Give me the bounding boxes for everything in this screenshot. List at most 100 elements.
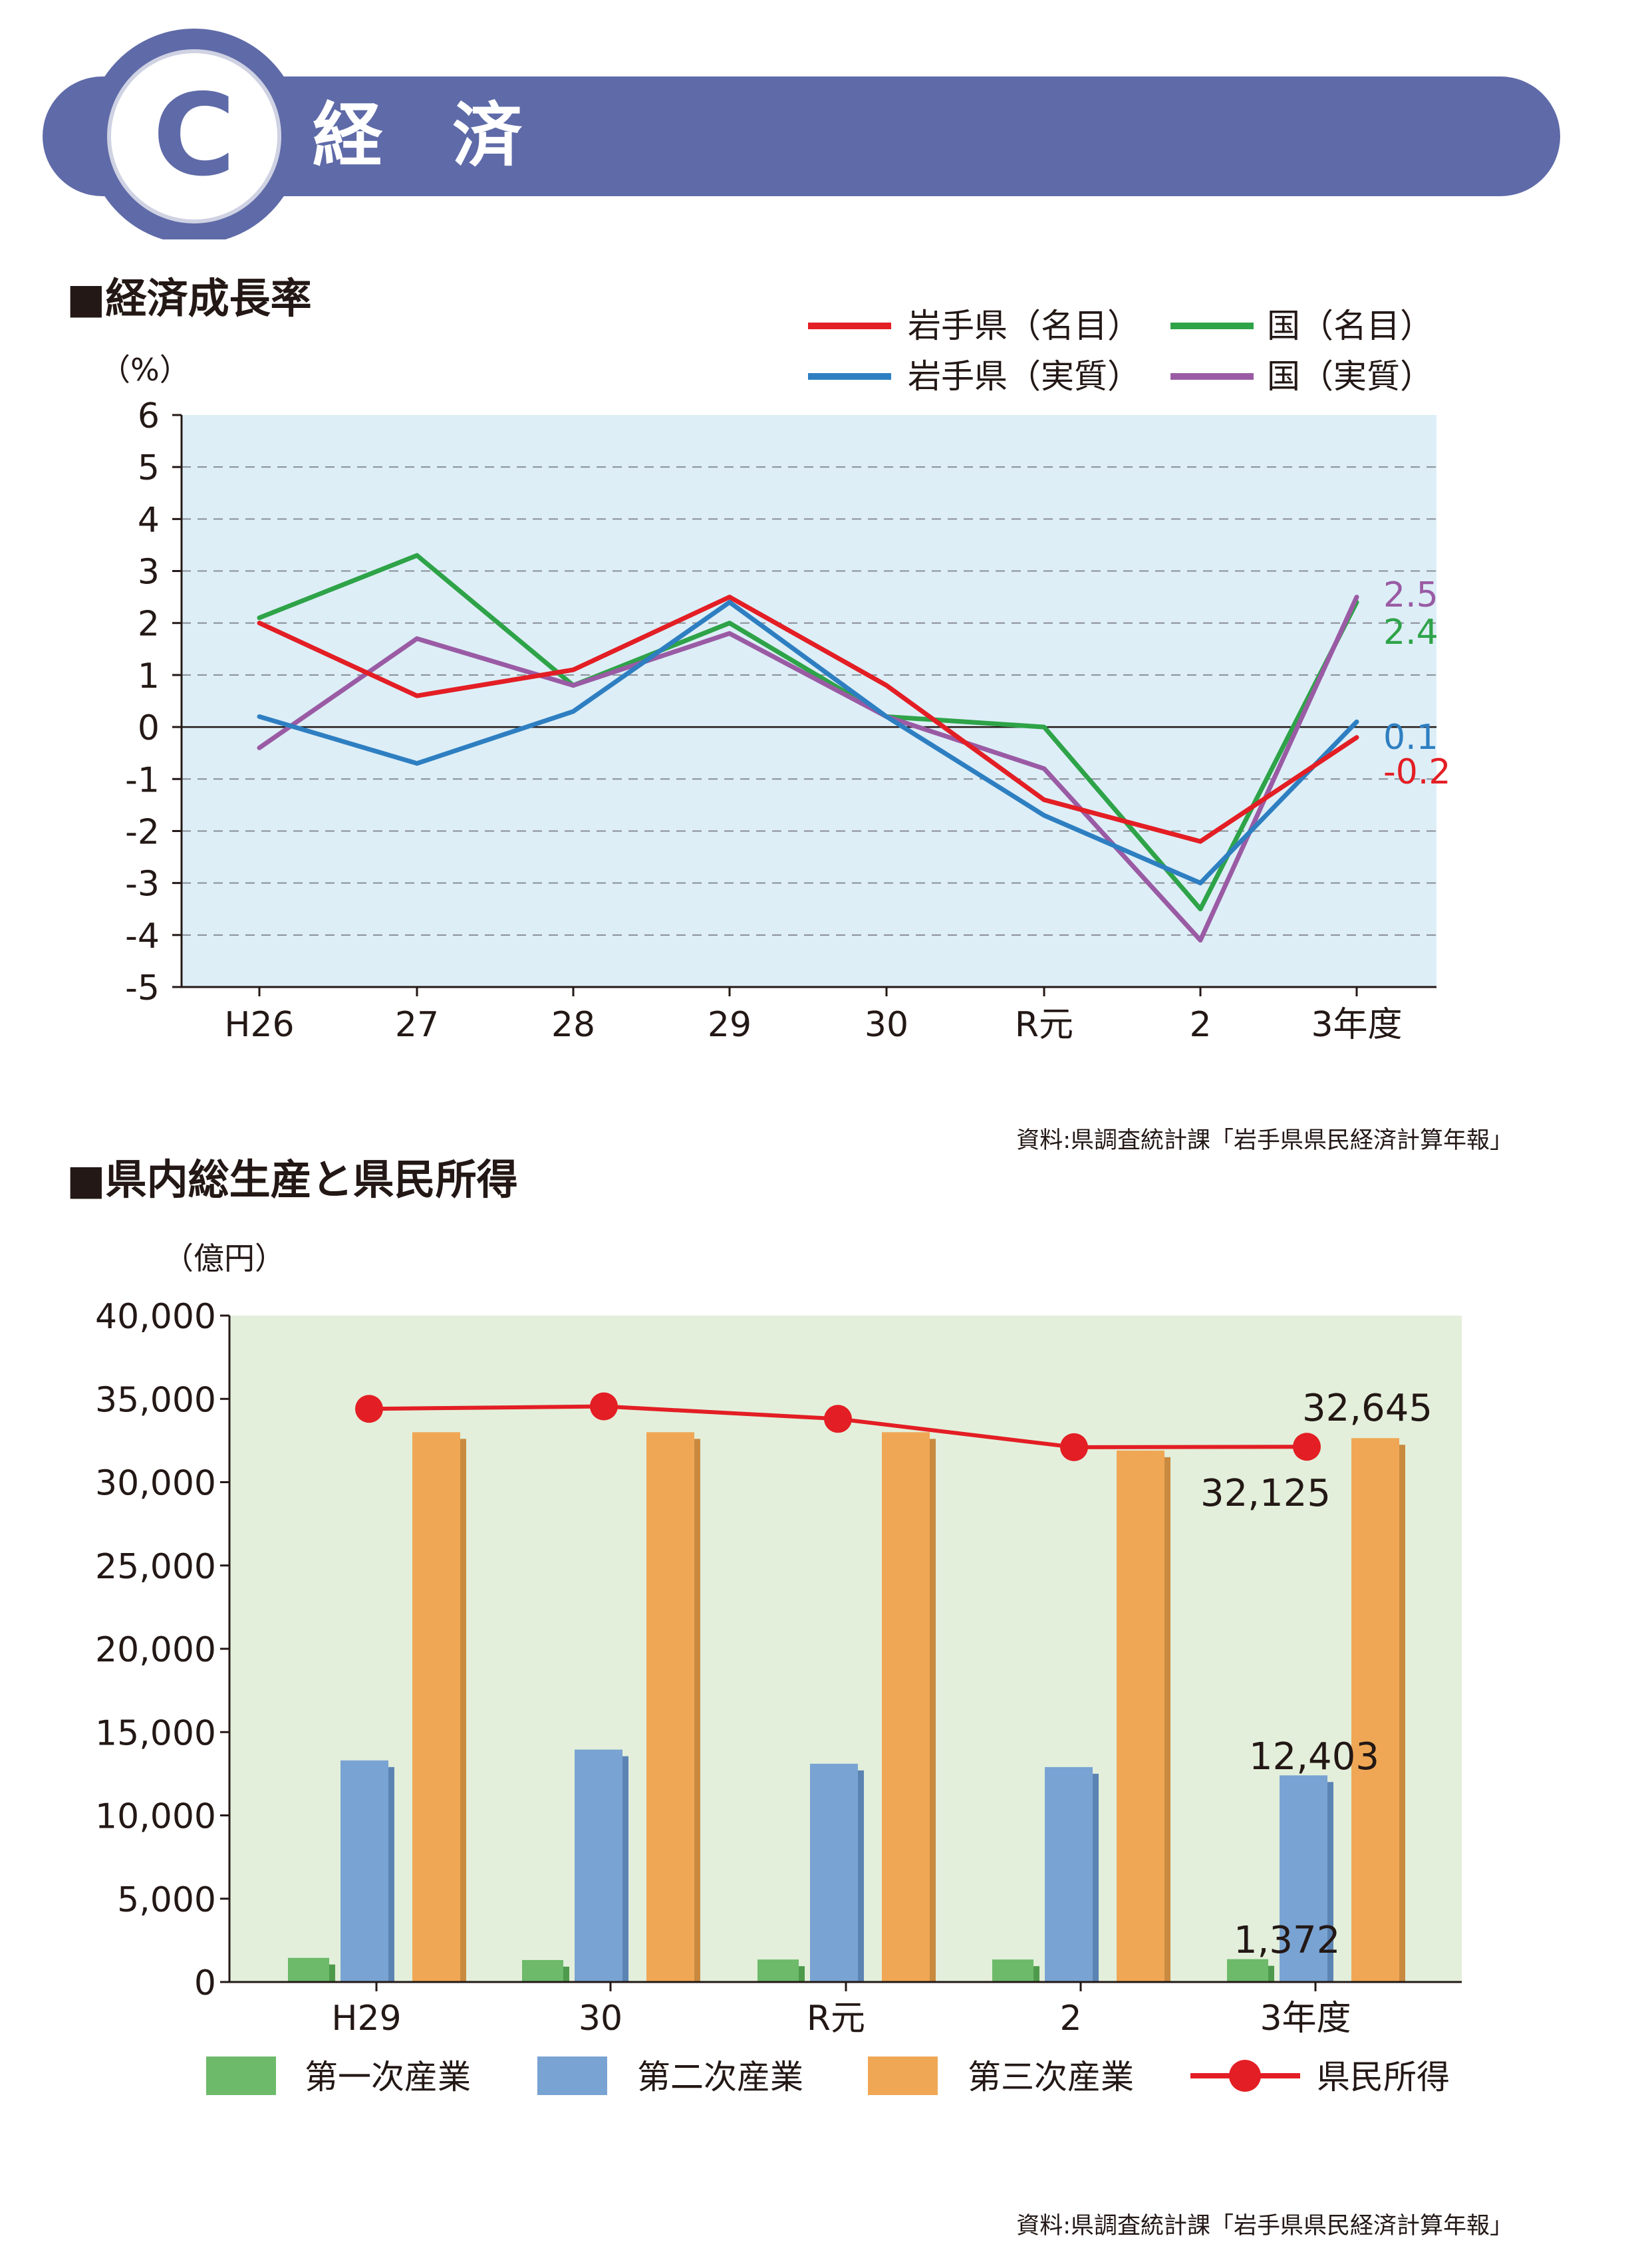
- income-marker: [355, 1395, 383, 1423]
- bar: [1117, 1450, 1164, 1982]
- bar: [1351, 1438, 1399, 1982]
- x-tick-label: 3年度: [1260, 1999, 1351, 2039]
- legend-label: 第三次産業: [968, 2058, 1134, 2096]
- chart-title: ■経済成長率: [67, 274, 312, 323]
- y-tick-label: 0: [194, 1963, 216, 2003]
- y-tick-label: 10,000: [95, 1797, 216, 1837]
- bar: [1045, 1767, 1093, 1982]
- y-tick-label: 25,000: [95, 1547, 216, 1587]
- income-line: [355, 1392, 1321, 1461]
- y-axis-unit: （%）: [100, 352, 190, 388]
- end-value-label: 2.4: [1383, 613, 1438, 652]
- bar: [992, 1959, 1033, 1982]
- header-banner: C 経 済: [43, 29, 1560, 239]
- x-tick-label: 3年度: [1311, 1005, 1402, 1045]
- y-axis-unit: （億円）: [163, 1240, 285, 1276]
- y-axis-tick-labels: 40,000 35,000 30,000 25,000 20,000 15,000 10,0…: [95, 1297, 231, 2003]
- y-tick-label: 5,000: [117, 1880, 216, 1920]
- legend-item: 第二次産業: [537, 2056, 803, 2096]
- series-line: [257, 553, 1359, 912]
- y-tick-label: -4: [125, 917, 160, 956]
- legend-label: 岩手県（実質）: [908, 357, 1141, 396]
- bar: [882, 1432, 930, 1982]
- x-tick-label: H26: [224, 1005, 294, 1045]
- y-tick-label: 2: [138, 605, 160, 644]
- badge-letter: C: [153, 70, 236, 202]
- value-annotations: 1,372 12,403 32,645 32,125: [1200, 1387, 1433, 1962]
- bar: [757, 1959, 799, 1982]
- end-value-label: 0.1: [1383, 718, 1438, 758]
- y-tick-label: -5: [125, 968, 160, 1008]
- legend-item: 国（名目）: [1170, 307, 1433, 345]
- gdp-income-chart: ■県内総生産と県民所得 （億円） 40,00035,00030,00025,00…: [67, 1155, 1513, 2239]
- legend-swatch: [537, 2056, 607, 2095]
- bar: [646, 1432, 694, 1982]
- y-tick-label: 4: [138, 500, 160, 540]
- x-tick-label: 2: [1059, 1999, 1081, 2039]
- bar: [522, 1959, 563, 1982]
- income-marker: [1060, 1433, 1088, 1461]
- value-annotation: 1,372: [1234, 1919, 1340, 1962]
- bar: [1227, 1959, 1268, 1982]
- source-note: 資料:県調査統計課「岩手県県民経済計算年報」: [1016, 1127, 1513, 1154]
- end-value-labels: -0.2 2.4 0.1 2.5: [1383, 575, 1450, 792]
- x-tick-label: 29: [708, 1005, 751, 1045]
- x-tick-label: 28: [551, 1005, 595, 1045]
- legend-swatch: [206, 2056, 276, 2095]
- y-tick-label: 5: [138, 448, 160, 488]
- legend-label: 岩手県（名目）: [908, 307, 1141, 345]
- legend-item: 国（実質）: [1170, 357, 1433, 396]
- y-tick-label: -2: [125, 812, 160, 852]
- gridlines: [172, 414, 1436, 996]
- source-note: 資料:県調査統計課「岩手県県民経済計算年報」: [1016, 2213, 1513, 2239]
- x-axis-tick-labels: H26 27 28 29 30 R元 2 3年度: [224, 1005, 1402, 1045]
- y-tick-label: 30,000: [95, 1464, 216, 1504]
- y-tick-label: 1: [138, 656, 160, 696]
- x-tick-label: 30: [579, 1999, 622, 2039]
- legend: 岩手県（名目） 国（名目） 岩手県（実質） 国（実質）: [808, 307, 1433, 396]
- end-value-label: 2.5: [1383, 575, 1438, 615]
- series-line: [257, 595, 1359, 844]
- y-tick-label: -3: [125, 865, 160, 905]
- income-marker: [590, 1392, 618, 1421]
- value-annotation: 32,125: [1200, 1472, 1331, 1515]
- x-tick-label: H29: [331, 1999, 401, 2039]
- legend-item: 県民所得: [1190, 2058, 1450, 2096]
- legend-label: 第二次産業: [637, 2058, 803, 2096]
- plot-area: [182, 415, 1436, 987]
- y-axis-tick-labels: 6 5 4 3 2 1 0 -1 -2 -3 -4 -5: [125, 396, 160, 1008]
- y-tick-label: 6: [138, 396, 160, 436]
- value-annotation: 12,403: [1249, 1735, 1379, 1778]
- x-tick-label: 27: [395, 1005, 439, 1045]
- bar: [810, 1763, 858, 1982]
- bar: [575, 1749, 622, 1982]
- chart-title: ■県内総生産と県民所得: [67, 1155, 518, 1204]
- legend-label: 国（名目）: [1267, 307, 1433, 345]
- legend-item: 第一次産業: [206, 2056, 471, 2096]
- income-marker: [1293, 1433, 1321, 1461]
- legend-marker: [1229, 2060, 1261, 2092]
- legend-label: 国（実質）: [1267, 357, 1433, 396]
- x-tick-label: 2: [1189, 1005, 1211, 1045]
- bar: [1280, 1775, 1327, 1982]
- value-annotation: 32,645: [1302, 1387, 1433, 1430]
- y-tick-label: 15,000: [95, 1713, 216, 1753]
- legend: 第一次産業 第二次産業 第三次産業 県民所得: [206, 2056, 1450, 2096]
- x-tick-label: 30: [865, 1005, 908, 1045]
- x-tick-label: R元: [807, 1999, 865, 2039]
- bar: [341, 1760, 388, 1982]
- end-value-label: -0.2: [1383, 752, 1450, 792]
- legend-label: 県民所得: [1317, 2058, 1450, 2096]
- legend-item: 岩手県（名目）: [808, 307, 1141, 345]
- y-tick-label: -1: [125, 760, 160, 800]
- y-tick-label: 40,000: [95, 1297, 216, 1337]
- y-tick-label: 3: [138, 553, 160, 593]
- badge-circle: [107, 49, 281, 223]
- y-tick-label: 20,000: [95, 1630, 216, 1670]
- legend-swatch: [868, 2056, 938, 2095]
- series-lines: [257, 553, 1359, 943]
- legend-item: 第三次産業: [868, 2056, 1134, 2096]
- bars: [229, 1432, 1462, 1983]
- bar: [412, 1432, 460, 1982]
- legend-label: 第一次産業: [305, 2058, 471, 2096]
